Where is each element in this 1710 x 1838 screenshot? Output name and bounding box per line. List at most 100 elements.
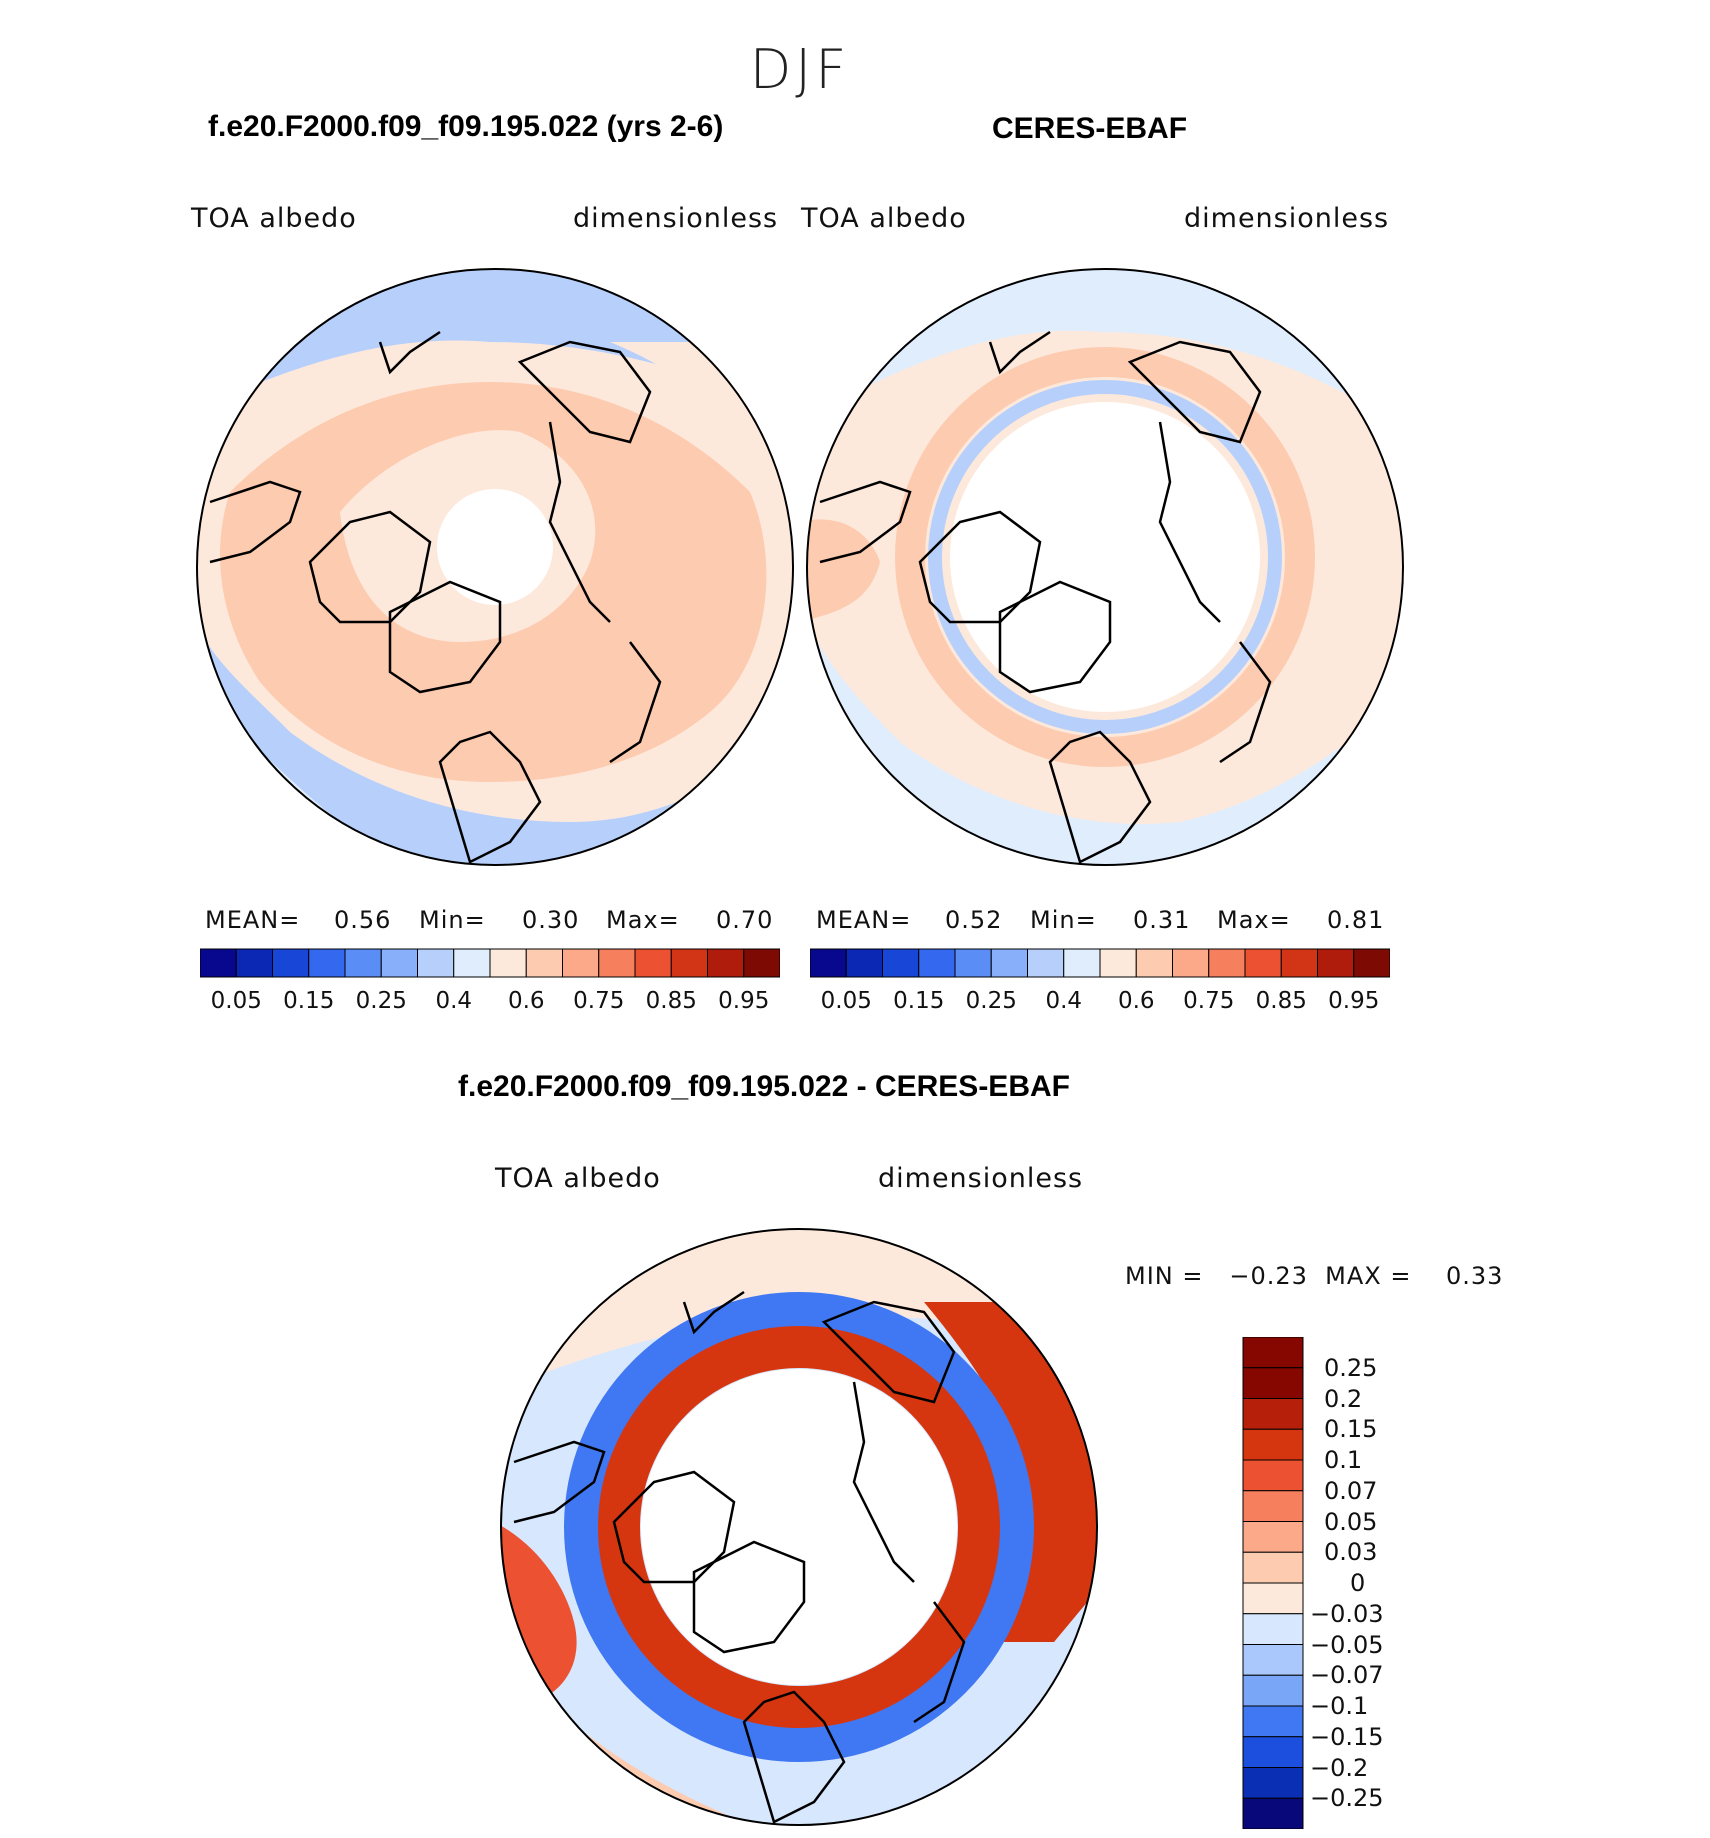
right-min-label: Min= bbox=[1030, 906, 1097, 934]
right-colorbar-tick-label: 0.15 bbox=[893, 988, 945, 1014]
left-panel-title: f.e20.F2000.f09_f09.195.022 (yrs 2-6) bbox=[208, 110, 724, 143]
left-colorbar-bin bbox=[598, 948, 636, 978]
diff-colorbar-bin bbox=[1242, 1797, 1304, 1829]
right-map-ring-inner bbox=[928, 380, 1282, 734]
right-min-value: 0.31 bbox=[1133, 906, 1191, 934]
right-colorbar-bin bbox=[1172, 948, 1210, 978]
left-colorbar-bin bbox=[743, 948, 780, 978]
diff-title: f.e20.F2000.f09_f09.195.022 - CERES-EBAF bbox=[458, 1070, 1070, 1103]
left-variable-label: TOA albedo bbox=[191, 203, 357, 234]
right-map-ring-outer bbox=[895, 347, 1315, 767]
right-colorbar-tick-label: 0.05 bbox=[820, 988, 872, 1014]
left-colorbar bbox=[200, 948, 780, 978]
right-colorbar-tick-label: 0.85 bbox=[1255, 988, 1307, 1014]
right-max-label: Max= bbox=[1217, 906, 1291, 934]
left-colorbar-bin bbox=[380, 948, 418, 978]
right-colorbar-tick-label: 0.6 bbox=[1117, 988, 1155, 1014]
diff-colorbar-tick-label: 0.2 bbox=[1324, 1384, 1363, 1413]
season-title: DJF bbox=[749, 38, 851, 101]
diff-colorbar-tick-label: −0.15 bbox=[1310, 1722, 1384, 1751]
diff-variable-label: TOA albedo bbox=[495, 1163, 661, 1194]
left-colorbar-tick-label: 0.85 bbox=[645, 988, 697, 1014]
right-variable-label: TOA albedo bbox=[801, 203, 967, 234]
left-colorbar-bin bbox=[272, 948, 310, 978]
diff-map-polar-gap bbox=[641, 1369, 957, 1685]
left-colorbar-bin bbox=[525, 948, 563, 978]
left-map-border bbox=[196, 268, 794, 866]
diff-colorbar-tick-label: 0.07 bbox=[1324, 1476, 1378, 1505]
diff-colorbar-bin bbox=[1242, 1490, 1304, 1522]
right-colorbar bbox=[810, 948, 1390, 978]
diff-colorbar-bin bbox=[1242, 1367, 1304, 1399]
diff-map-negative-ring bbox=[564, 1292, 1034, 1762]
left-colorbar-labels: 0.05 0.15 0.25 0.4 0.6 0.75 0.85 0.95 bbox=[200, 988, 780, 1018]
diff-colorbar-tick-label: −0.07 bbox=[1310, 1661, 1384, 1690]
left-max-label: Max= bbox=[606, 906, 680, 934]
diff-colorbar-tick-label: 0.03 bbox=[1324, 1538, 1378, 1567]
diff-colorbar-labels: 0.25 0.2 0.15 0.1 0.07 0.05 0.03 0 −0.03 −0.05 −0.… bbox=[1310, 1337, 1450, 1829]
right-colorbar-bin bbox=[1280, 948, 1318, 978]
diff-colorbar-bin bbox=[1242, 1459, 1304, 1492]
left-colorbar-tick-label: 0.6 bbox=[507, 988, 545, 1014]
left-units-label: dimensionless bbox=[573, 203, 779, 234]
right-map-region-w bbox=[807, 519, 880, 622]
diff-colorbar-bin bbox=[1242, 1337, 1304, 1369]
right-colorbar-tick-label: 0.95 bbox=[1328, 988, 1380, 1014]
diff-colorbar-bin bbox=[1242, 1705, 1304, 1738]
right-panel-title: CERES-EBAF bbox=[992, 112, 1188, 145]
left-polar-map bbox=[196, 268, 794, 866]
right-colorbar-bin bbox=[1208, 948, 1246, 978]
diff-colorbar-bin bbox=[1242, 1674, 1304, 1707]
diff-colorbar-bin bbox=[1242, 1582, 1304, 1615]
diff-colorbar-tick-label: −0.05 bbox=[1310, 1630, 1384, 1659]
diff-colorbar bbox=[1242, 1337, 1304, 1829]
left-colorbar-bin bbox=[707, 948, 745, 978]
diff-colorbar-bin bbox=[1242, 1521, 1304, 1553]
diff-colorbar-tick-label: −0.1 bbox=[1310, 1692, 1369, 1720]
diff-min-max: MIN = −0.23 MAX = 0.33 bbox=[1125, 1262, 1504, 1290]
left-colorbar-bin bbox=[562, 948, 600, 978]
right-map-coastlines bbox=[819, 330, 1272, 864]
diff-units-label: dimensionless bbox=[878, 1163, 1084, 1194]
diff-map-east-positive bbox=[924, 1302, 1097, 1642]
diff-colorbar-tick-label: −0.03 bbox=[1310, 1599, 1384, 1628]
left-colorbar-bin bbox=[634, 948, 672, 978]
left-colorbar-bin bbox=[344, 948, 382, 978]
right-colorbar-bin bbox=[1135, 948, 1173, 978]
left-colorbar-tick-label: 0.25 bbox=[355, 988, 407, 1014]
diff-map-border bbox=[500, 1228, 1098, 1826]
diff-colorbar-bin bbox=[1242, 1551, 1304, 1584]
left-colorbar-bin bbox=[417, 948, 455, 978]
left-colorbar-bin bbox=[235, 948, 273, 978]
diff-colorbar-bin bbox=[1242, 1398, 1304, 1430]
left-min-value: 0.30 bbox=[522, 906, 580, 934]
right-map-border bbox=[806, 268, 1404, 866]
right-colorbar-bin bbox=[1027, 948, 1065, 978]
left-colorbar-tick-label: 0.05 bbox=[210, 988, 262, 1014]
right-colorbar-labels: 0.05 0.15 0.25 0.4 0.6 0.75 0.85 0.95 bbox=[810, 988, 1390, 1018]
right-colorbar-tick-label: 0.25 bbox=[965, 988, 1017, 1014]
left-mean-label: MEAN= bbox=[205, 906, 301, 934]
right-colorbar-bin bbox=[845, 948, 883, 978]
diff-colorbar-tick-label: −0.2 bbox=[1310, 1753, 1369, 1782]
right-colorbar-bin bbox=[1353, 948, 1390, 978]
right-mean-value: 0.52 bbox=[945, 906, 1003, 934]
left-mean-value: 0.56 bbox=[334, 906, 392, 934]
left-colorbar-tick-label: 0.75 bbox=[573, 988, 625, 1014]
right-colorbar-bin bbox=[810, 948, 847, 978]
diff-colorbar-tick-label: 0.25 bbox=[1324, 1353, 1378, 1382]
right-colorbar-bin bbox=[1317, 948, 1355, 978]
left-colorbar-bin bbox=[453, 948, 491, 978]
diff-colorbar-bin bbox=[1242, 1613, 1304, 1645]
diff-map-coastlines bbox=[513, 1290, 966, 1824]
diff-polar-map bbox=[500, 1228, 1098, 1826]
right-units-label: dimensionless bbox=[1184, 203, 1390, 234]
left-colorbar-tick-label: 0.15 bbox=[283, 988, 335, 1014]
left-colorbar-bin bbox=[489, 948, 527, 978]
right-colorbar-tick-label: 0.75 bbox=[1183, 988, 1235, 1014]
right-colorbar-bin bbox=[1099, 948, 1137, 978]
diff-colorbar-bin bbox=[1242, 1767, 1304, 1799]
left-colorbar-tick-label: 0.4 bbox=[435, 988, 473, 1014]
right-colorbar-bin bbox=[1063, 948, 1101, 978]
diff-colorbar-tick-label: 0.1 bbox=[1324, 1446, 1363, 1474]
